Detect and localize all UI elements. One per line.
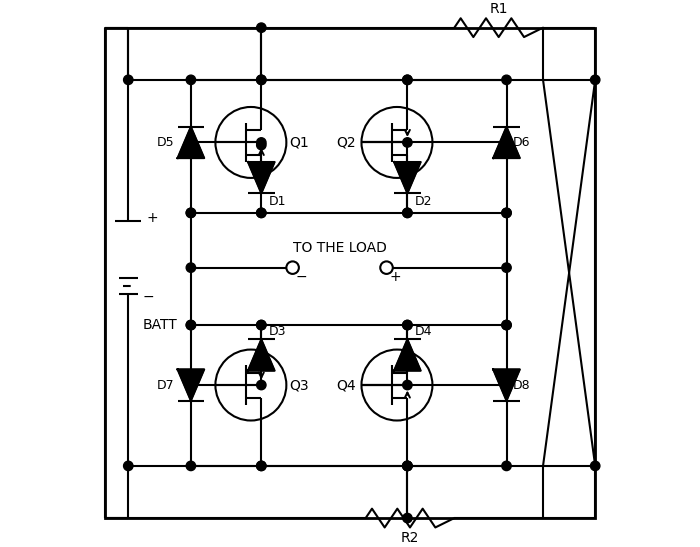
Polygon shape [394, 162, 421, 193]
Text: D4: D4 [415, 325, 433, 338]
Circle shape [257, 208, 266, 218]
Circle shape [257, 75, 266, 85]
Circle shape [402, 208, 412, 218]
Text: +: + [389, 270, 401, 284]
Circle shape [257, 141, 266, 150]
Circle shape [402, 321, 412, 330]
Circle shape [502, 321, 511, 330]
Circle shape [502, 263, 511, 272]
Circle shape [402, 514, 412, 523]
Circle shape [186, 461, 195, 470]
Circle shape [186, 380, 195, 389]
Text: D5: D5 [157, 136, 174, 149]
Circle shape [257, 461, 266, 470]
Text: −: − [295, 270, 307, 284]
Circle shape [186, 321, 195, 330]
Circle shape [402, 208, 412, 218]
Text: D8: D8 [513, 379, 531, 392]
Circle shape [186, 208, 195, 218]
Text: BATT: BATT [143, 318, 178, 332]
Circle shape [502, 75, 511, 85]
Circle shape [186, 263, 195, 272]
Circle shape [502, 380, 511, 389]
Text: Q1: Q1 [289, 136, 309, 149]
Circle shape [257, 380, 266, 389]
Circle shape [402, 380, 412, 389]
Circle shape [124, 461, 133, 470]
Circle shape [402, 75, 412, 85]
Text: +: + [146, 211, 158, 225]
Circle shape [502, 321, 511, 330]
Polygon shape [178, 369, 204, 401]
Circle shape [257, 461, 266, 470]
Circle shape [124, 75, 133, 85]
Circle shape [257, 23, 266, 32]
Circle shape [502, 461, 511, 470]
Polygon shape [178, 127, 204, 158]
Circle shape [502, 138, 511, 147]
Circle shape [186, 75, 195, 85]
Text: Q3: Q3 [289, 378, 309, 392]
Circle shape [186, 138, 195, 147]
Circle shape [257, 321, 266, 330]
Polygon shape [394, 339, 421, 371]
Circle shape [402, 321, 412, 330]
Circle shape [257, 75, 266, 85]
Circle shape [402, 138, 412, 147]
Text: R2: R2 [401, 531, 419, 545]
Polygon shape [494, 369, 520, 401]
Circle shape [257, 208, 266, 218]
Text: Q2: Q2 [337, 136, 356, 149]
Circle shape [186, 321, 195, 330]
Text: D3: D3 [269, 325, 286, 338]
Circle shape [402, 461, 412, 470]
Circle shape [502, 208, 511, 218]
Polygon shape [494, 127, 520, 158]
Polygon shape [248, 162, 274, 193]
Circle shape [257, 138, 266, 147]
Text: −: − [143, 289, 155, 304]
Text: TO THE LOAD: TO THE LOAD [293, 241, 386, 254]
Circle shape [591, 75, 600, 85]
Circle shape [402, 75, 412, 85]
Circle shape [257, 321, 266, 330]
Text: D6: D6 [513, 136, 531, 149]
Polygon shape [248, 339, 274, 371]
Text: D7: D7 [157, 379, 174, 392]
Circle shape [402, 461, 412, 470]
Text: R1: R1 [489, 2, 508, 16]
Text: D2: D2 [415, 195, 433, 208]
Circle shape [502, 208, 511, 218]
Circle shape [402, 461, 412, 470]
Circle shape [186, 208, 195, 218]
Text: D1: D1 [269, 195, 286, 208]
Circle shape [591, 461, 600, 470]
Text: Q4: Q4 [337, 378, 356, 392]
